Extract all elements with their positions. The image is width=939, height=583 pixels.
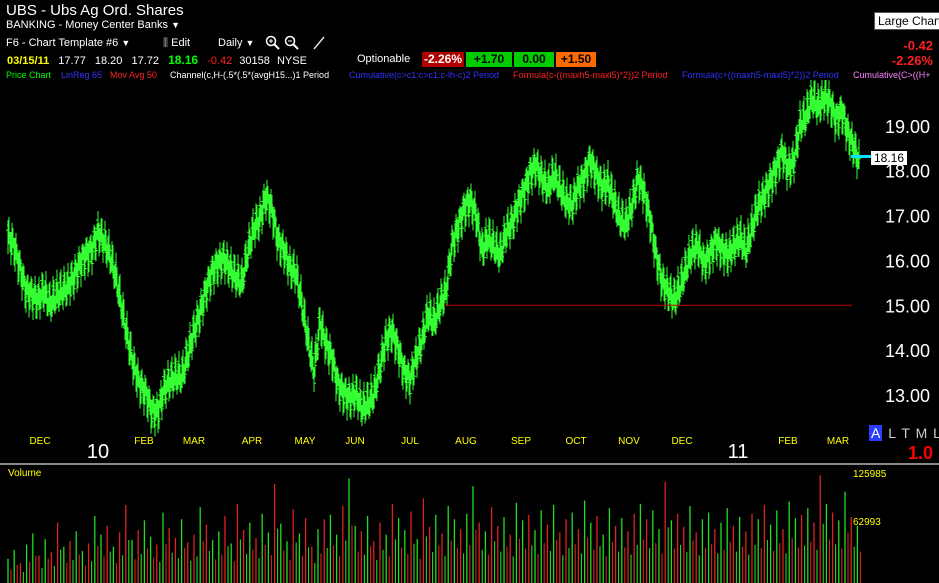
y-tick-label: 16.00: [885, 251, 930, 271]
chip-gap: +1.50: [556, 52, 596, 67]
volume-chart: [7, 475, 861, 583]
template-label: F6 - Chart Template #6: [6, 37, 119, 49]
symbol-title: UBS - Ubs Ag Ord. Shares: [6, 2, 184, 19]
btn-log[interactable]: L: [933, 425, 939, 441]
quote-low: 17.72: [131, 55, 159, 67]
industry-dropdown[interactable]: BANKING - Money Center Banks ▼: [6, 19, 180, 31]
pencil-icon: [313, 36, 325, 50]
edit-label: Edit: [171, 37, 191, 49]
y-tick-label: 15.00: [885, 296, 930, 316]
btn-linear[interactable]: L: [888, 425, 896, 441]
chip-zero: 0.00: [514, 52, 554, 67]
optionable-label: Optionable: [357, 53, 411, 65]
btn-m[interactable]: M: [915, 425, 928, 441]
panel-divider: [0, 463, 939, 465]
last-price-marker: [851, 155, 871, 158]
large-chart-tooltip: Large Chart: [874, 12, 939, 30]
volume-tick-max: 125985: [853, 469, 887, 480]
edit-button[interactable]: ⫼ Edit: [163, 37, 190, 50]
indicator-cumulative[interactable]: Cumulative(c>c1:c>c1:c-lh-c)2 Period: [349, 70, 500, 80]
last-price-badge: 18.16: [871, 151, 908, 165]
indicator-channel[interactable]: Channel(c,H-(.5*(.5*(avgH15...)1 Period: [170, 70, 330, 80]
period-label: Daily: [218, 37, 243, 49]
y-tick-label: 19.00: [885, 117, 930, 137]
zoom-out-button[interactable]: [284, 35, 300, 54]
volume-label: Volume: [8, 468, 42, 479]
month-label: DEC: [29, 436, 50, 447]
y-tick-label: 14.00: [885, 341, 930, 361]
year-label: 10: [87, 441, 109, 463]
bars-icon: ⫼: [163, 37, 169, 49]
zoom-in-button[interactable]: [265, 35, 281, 54]
quote-high: 18.20: [94, 55, 123, 67]
net-change: -0.42: [903, 38, 933, 53]
month-label: AUG: [455, 436, 477, 447]
year-label: 11: [728, 441, 749, 463]
scale-value: 1.0: [907, 443, 933, 463]
quote-open: 17.77: [58, 55, 86, 67]
month-label: OCT: [565, 436, 586, 447]
price-chart[interactable]: 19.00 18.00 17.00 16.00 15.00 14.00 13.00 DEC F…: [0, 80, 939, 480]
period-dropdown[interactable]: Daily ▼: [218, 37, 254, 49]
y-tick-label: 18.00: [885, 162, 930, 182]
quote-change: -0.42: [207, 55, 233, 67]
chevron-down-icon: ▼: [245, 38, 255, 48]
chip-up: +1.70: [466, 52, 512, 67]
month-label: NOV: [618, 436, 640, 447]
month-label: JUN: [345, 436, 364, 447]
chevron-down-icon: ▼: [171, 20, 180, 30]
month-label: APR: [242, 436, 263, 447]
zoom-in-icon: [265, 35, 280, 50]
month-label: FEB: [778, 436, 798, 447]
scale-buttons: A L T M L: [869, 425, 939, 441]
y-tick-label: 17.00: [885, 207, 930, 227]
indicator-linreg[interactable]: LinReg 65: [61, 70, 103, 80]
chip-pct: -2.26%: [422, 52, 464, 67]
indicator-cumulative-2[interactable]: Cumulative(C>((H+: [853, 70, 931, 80]
quote-last: 18.16: [168, 53, 199, 67]
month-label: SEP: [511, 436, 531, 447]
month-label: FEB: [134, 436, 154, 447]
chevron-down-icon: ▼: [121, 38, 131, 48]
month-label: JUL: [401, 436, 419, 447]
indicator-formula-1[interactable]: Formula(c-((maxh5-maxl5)*2))2 Period: [513, 70, 668, 80]
indicator-movavg[interactable]: Mov Avg 50: [110, 70, 157, 80]
quote-exchange: NYSE: [276, 55, 307, 67]
btn-t[interactable]: T: [901, 425, 910, 441]
indicator-price[interactable]: Price Chart: [6, 70, 52, 80]
quote-date: 03/15/11: [7, 55, 50, 67]
month-label: MAR: [183, 436, 205, 447]
y-tick-label: 13.00: [885, 386, 930, 406]
btn-auto[interactable]: A: [869, 425, 883, 441]
indicator-formula-2[interactable]: Formula(c+((maxh5-maxl5)*2))2 Period: [682, 70, 839, 80]
template-dropdown[interactable]: F6 - Chart Template #6 ▼: [6, 37, 130, 49]
industry-label: BANKING - Money Center Banks: [6, 19, 169, 31]
percent-change: -2.26%: [891, 53, 933, 68]
draw-tool-button[interactable]: [312, 35, 326, 54]
month-label: MAY: [295, 436, 316, 447]
month-label: DEC: [671, 436, 692, 447]
quote-volume: 30158: [239, 55, 270, 67]
quote-bar: 03/15/11 17.77 18.20 17.72 18.16 -0.42 3…: [7, 53, 307, 67]
zoom-out-icon: [284, 35, 299, 50]
month-label: MAR: [827, 436, 849, 447]
volume-tick-mid: 62993: [853, 517, 881, 528]
